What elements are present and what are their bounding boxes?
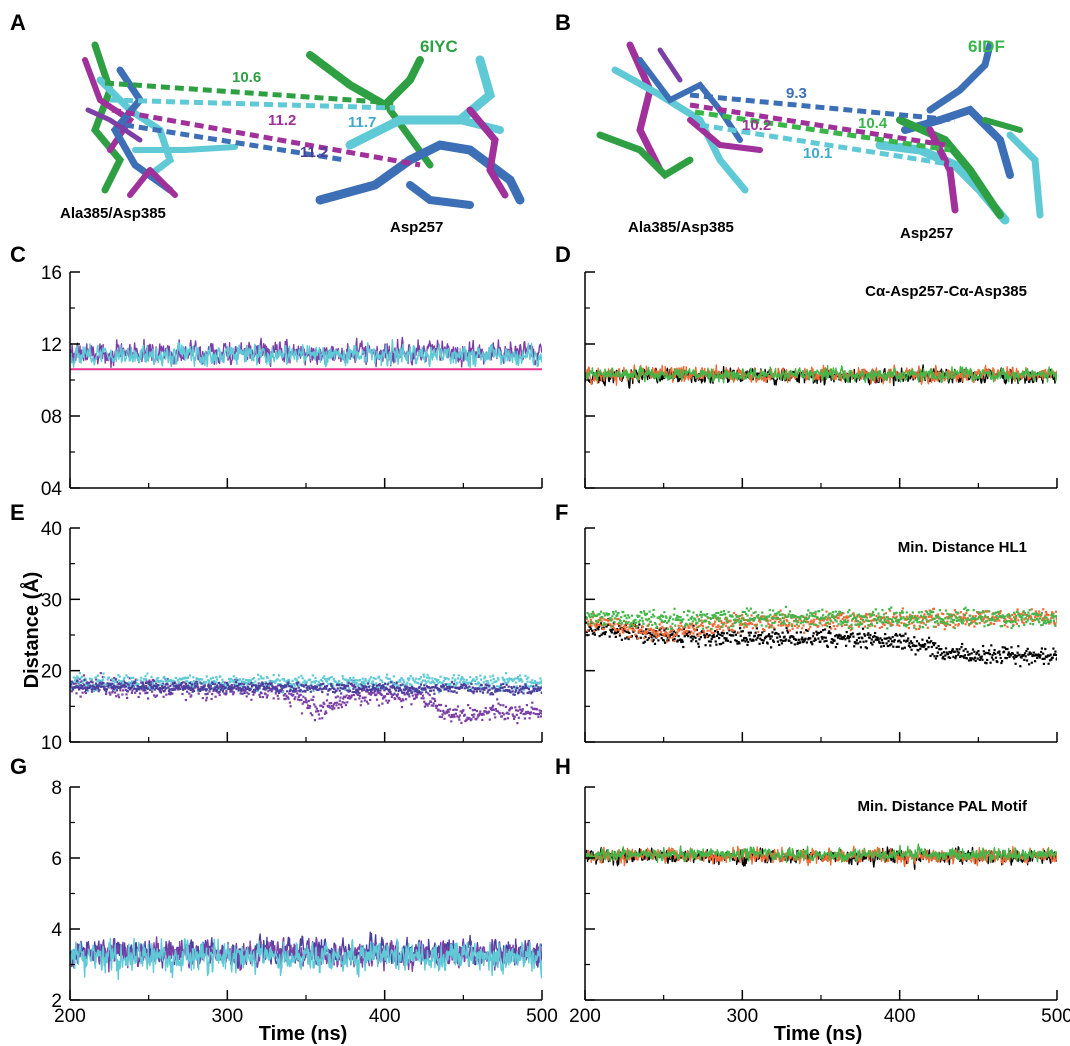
series-1-line [70,336,542,368]
y-tick-label: 04 [41,479,63,500]
panel-label-c: C [10,242,26,267]
y-tick-label: 30 [41,590,62,611]
y-tick-label: 40 [41,519,62,540]
plot-title: Min. Distance PAL Motif [858,798,1028,815]
residue-label-right-a: Asp257 [390,219,443,236]
x-tick-label: 400 [884,1006,916,1027]
series-group [70,672,542,725]
series-3-line [585,843,1057,864]
plot-title: Cα-Asp257-Cα-Asp385 [865,283,1027,300]
plot-panel-h: 200 300 400 500 Min. Distance PAL Motif [569,786,1070,1027]
y-tick-label: 08 [41,407,62,428]
x-tick-label: 400 [369,1006,401,1027]
y-tick-label: 12 [41,335,62,356]
panel-label-h: H [555,754,571,779]
residue-label-left-a: Ala385/Asp385 [60,205,166,222]
series-group [70,336,542,371]
plot-panel-d: Cα-Asp257-Cα-Asp385 [584,271,1058,489]
pdb-id-b: 6IDF [968,37,1005,56]
distance-label-a-3: 11.7 [348,114,376,131]
y-tick-label: 8 [51,778,62,799]
y-tick-label: 10 [41,733,62,754]
residue-label-right-b: Asp257 [900,225,953,242]
right-residue-sticks-a [306,51,525,209]
panel-label-f: F [555,500,568,525]
x-axis-title-left: Time (ns) [259,1023,348,1045]
pdb-id-a: 6IYC [420,37,458,56]
distance-label-b-1: 9.3 [786,85,807,102]
right-residue-sticks-b [875,41,1044,225]
structure-render-b: 9.3 10.2 10.4 10.1 6IDF Ala385/Asp385 As… [596,37,1044,242]
plot-panel-f: Min. Distance HL1 [584,527,1058,743]
x-axis-title-right: Time (ns) [774,1023,863,1045]
series-3-points [70,678,542,696]
x-tick-label: 300 [211,1006,243,1027]
structure-render-a: 10.6 11.2 11.7 11.2 6IYC Ala385/Asp385 A… [60,37,525,236]
y-tick-label: 20 [41,662,62,683]
left-residue-sticks-b [596,41,763,194]
distance-label-a-2: 11.2 [268,112,296,129]
series-2-line [70,339,542,369]
series-group [585,605,1057,668]
panel-label-a: A [10,10,26,35]
x-tick-label: 500 [1041,1006,1070,1027]
distance-label-a-1: 10.6 [232,69,261,86]
distance-dashes-b [689,92,956,168]
panel-label-g: G [10,754,27,779]
panel-label-b: B [555,10,571,35]
plot-panel-g: 2 4 6 8 200 300 400 500 [51,778,557,1027]
panel-label-d: D [555,242,571,267]
series-group [70,931,542,981]
x-tick-label: 300 [726,1006,758,1027]
x-tick-label: 500 [526,1006,558,1027]
panel-label-e: E [10,500,25,525]
x-tick-label: 200 [569,1006,601,1027]
distance-dashes-a [104,80,421,168]
series-3-line [585,365,1057,384]
residue-label-left-b: Ala385/Asp385 [628,219,734,236]
x-tick-label: 200 [54,1006,86,1027]
distance-label-a-4: 11.2 [300,144,328,161]
series-3-points [585,605,1057,631]
series-group [585,843,1057,870]
y-tick-label: 2 [51,991,62,1012]
series-3-line [70,937,542,981]
distance-label-b-2: 10.2 [742,117,771,134]
series-group [585,364,1057,389]
y-tick-label: 16 [41,263,62,284]
y-tick-label: 6 [51,849,62,870]
distance-label-b-3: 10.4 [858,115,888,132]
y-axis-title: Distance (Å) [19,572,43,689]
plot-title: Min. Distance HL1 [898,539,1027,556]
distance-label-b-4: 10.1 [803,145,832,162]
y-tick-label: 4 [51,920,62,941]
series-1-points [585,618,1057,668]
plot-panel-e: 10 20 30 40 [41,519,543,754]
plot-panel-c: 04 08 12 16 [41,263,543,500]
